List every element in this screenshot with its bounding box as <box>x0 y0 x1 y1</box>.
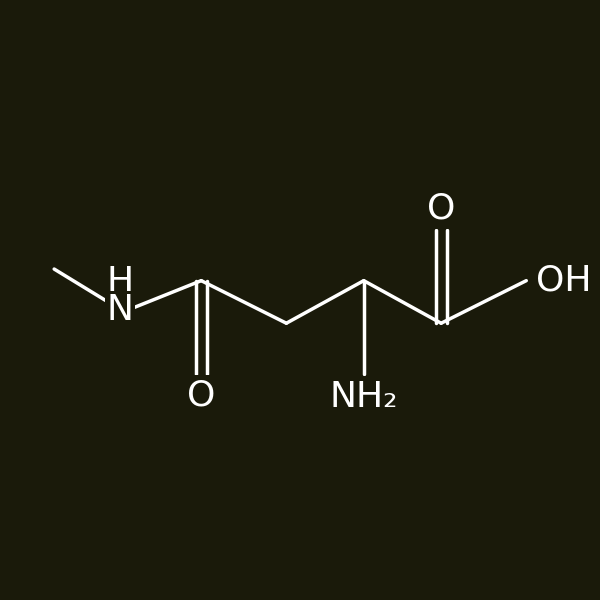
Text: NH₂: NH₂ <box>329 380 398 414</box>
Text: H: H <box>106 265 134 299</box>
Text: N: N <box>106 293 133 327</box>
Text: OH: OH <box>536 263 591 298</box>
Text: O: O <box>187 378 215 412</box>
Text: O: O <box>427 191 455 226</box>
